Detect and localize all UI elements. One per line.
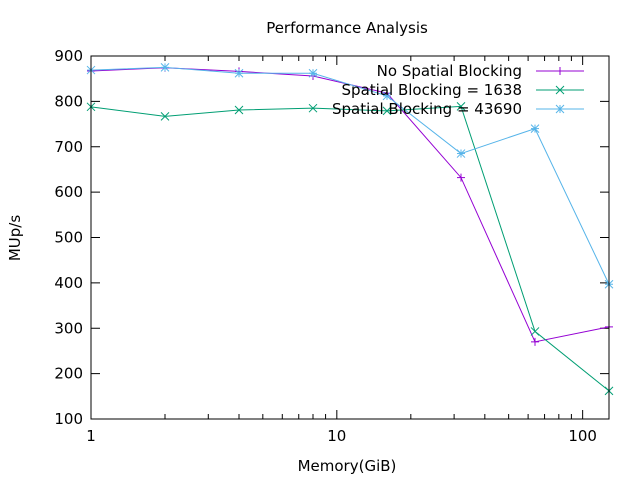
plot-frame: [90, 55, 610, 420]
legend-label: No Spatial Blocking: [377, 62, 522, 80]
marker-stroke: [160, 111, 170, 121]
marker-stroke: [555, 85, 565, 95]
ticks-layer: 100 200 300 400 500 600 700 800 900 1 10 100: [54, 47, 609, 445]
marker-stroke: [234, 105, 244, 115]
data-point: [160, 62, 170, 72]
marker-stroke: [382, 106, 392, 116]
legend-label: Spatial Blocking = 43690: [332, 100, 522, 118]
data-point: [234, 68, 244, 78]
data-point: [456, 149, 466, 158]
marker-stroke: [530, 124, 540, 133]
series-line: [90, 105, 610, 392]
data-point: [456, 102, 466, 111]
data-point: [382, 91, 392, 101]
data-point: [530, 327, 540, 336]
y-tick-label: 200: [54, 365, 83, 383]
series-3: [86, 62, 614, 289]
y-tick-label: 900: [54, 47, 83, 65]
series-line: [90, 66, 610, 285]
y-tick-label: 100: [54, 410, 83, 428]
x-tick-label: 1: [86, 427, 96, 445]
y-tick-label: 600: [54, 183, 83, 201]
marker-stroke: [160, 62, 170, 72]
data-point: [530, 124, 540, 133]
marker-stroke: [234, 68, 244, 78]
data-point: [308, 103, 318, 113]
y-axis-label: MUp/s: [6, 215, 24, 261]
marker-stroke: [308, 68, 318, 78]
marker-stroke: [382, 91, 392, 101]
series-layer: [86, 62, 614, 396]
marker-stroke: [530, 327, 540, 336]
y-tick-label: 500: [54, 229, 83, 247]
data-point: [457, 173, 465, 182]
x-tick-label: 10: [327, 427, 346, 445]
legend-marker: [555, 104, 565, 114]
series-2: [86, 102, 614, 396]
y-tick-label: 400: [54, 274, 83, 292]
y-tick-label: 300: [54, 319, 83, 337]
legend-marker: [556, 67, 564, 75]
data-point: [308, 68, 318, 78]
chart-title: Performance Analysis: [266, 19, 428, 37]
data-point: [160, 111, 170, 121]
legend-label: Spatial Blocking = 1638: [342, 81, 522, 99]
y-tick-label: 800: [54, 92, 83, 110]
data-point: [234, 105, 244, 115]
marker-stroke: [456, 102, 466, 111]
marker-stroke: [555, 104, 565, 114]
marker-stroke: [308, 103, 318, 113]
data-point: [531, 337, 539, 346]
legend-marker: [555, 85, 565, 95]
y-tick-label: 700: [54, 138, 83, 156]
x-axis-label: Memory(GiB): [298, 457, 397, 475]
x-tick-label: 100: [568, 427, 597, 445]
data-point: [382, 106, 392, 116]
marker-stroke: [456, 149, 466, 158]
